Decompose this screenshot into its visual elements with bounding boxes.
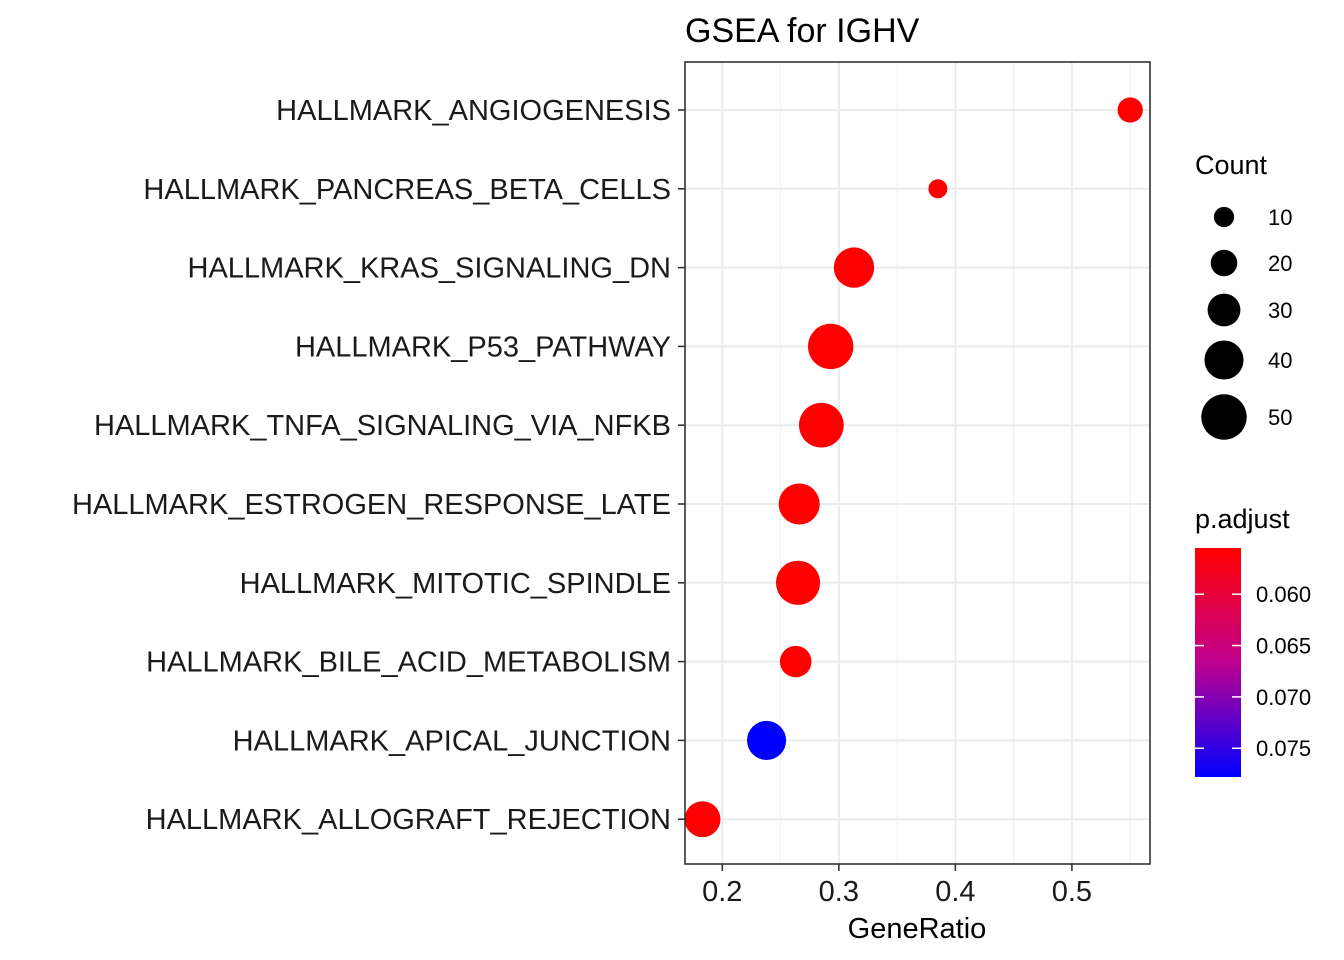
y-tick-label: HALLMARK_ANGIOGENESIS: [276, 95, 671, 127]
count-legend-key: [1207, 293, 1241, 327]
p-adjust-legend-title: p.adjust: [1195, 504, 1290, 534]
data-point: [747, 720, 787, 760]
count-legend-key: [1210, 249, 1238, 277]
x-tick-label: 0.4: [935, 876, 975, 908]
count-legend-key: [1204, 340, 1244, 380]
grid-lines: [685, 62, 1150, 864]
x-tick-label: 0.2: [702, 876, 742, 908]
data-point: [684, 801, 721, 838]
y-axis: HALLMARK_ANGIOGENESIS HALLMARK_PANCREAS_B…: [72, 95, 685, 836]
p-adjust-legend-label: 0.060: [1256, 582, 1311, 607]
count-legend: Count 10 20 30 40 50: [1195, 150, 1292, 440]
count-legend-title: Count: [1195, 150, 1268, 180]
p-adjust-legend: p.adjust 0.060 0.065 0.070 0.075: [1195, 504, 1311, 777]
y-tick-label: HALLMARK_ESTROGEN_RESPONSE_LATE: [72, 489, 671, 521]
data-point: [833, 247, 875, 288]
y-tick-label: HALLMARK_ALLOGRAFT_REJECTION: [146, 804, 671, 836]
count-legend-key: [1213, 206, 1235, 228]
p-adjust-legend-label: 0.070: [1256, 685, 1311, 710]
y-tick-label: HALLMARK_TNFA_SIGNALING_VIA_NFKB: [94, 410, 671, 442]
data-point: [798, 402, 844, 448]
data-point: [1117, 97, 1143, 123]
y-tick-label: HALLMARK_BILE_ACID_METABOLISM: [146, 647, 671, 679]
y-tick-label: HALLMARK_P53_PATHWAY: [295, 331, 671, 363]
data-point: [928, 179, 948, 199]
x-axis-title: GeneRatio: [848, 913, 987, 945]
plot-border: [684, 61, 1151, 865]
count-legend-label: 40: [1268, 348, 1292, 373]
y-tick-label: HALLMARK_APICAL_JUNCTION: [233, 725, 671, 757]
count-legend-label: 20: [1268, 251, 1292, 276]
data-point: [778, 483, 820, 525]
y-tick-label: HALLMARK_KRAS_SIGNALING_DN: [188, 253, 672, 285]
p-adjust-legend-label: 0.065: [1256, 634, 1311, 659]
x-tick-label: 0.3: [819, 876, 859, 908]
x-axis: 0.2 0.3 0.4 0.5: [702, 864, 1092, 908]
count-legend-label: 10: [1268, 205, 1292, 230]
count-legend-key: [1201, 394, 1247, 440]
x-tick-label: 0.5: [1052, 876, 1092, 908]
y-tick-label: HALLMARK_PANCREAS_BETA_CELLS: [143, 174, 671, 206]
data-point: [779, 645, 812, 678]
count-legend-label: 30: [1268, 298, 1292, 323]
chart-title: GSEA for IGHV: [685, 12, 920, 50]
y-tick-label: HALLMARK_MITOTIC_SPINDLE: [240, 568, 671, 600]
p-adjust-colorbar: [1195, 548, 1241, 777]
count-legend-label: 50: [1268, 405, 1292, 430]
data-point: [775, 560, 821, 605]
data-points: [684, 97, 1143, 838]
p-adjust-legend-label: 0.075: [1256, 736, 1311, 761]
data-point: [807, 323, 854, 370]
